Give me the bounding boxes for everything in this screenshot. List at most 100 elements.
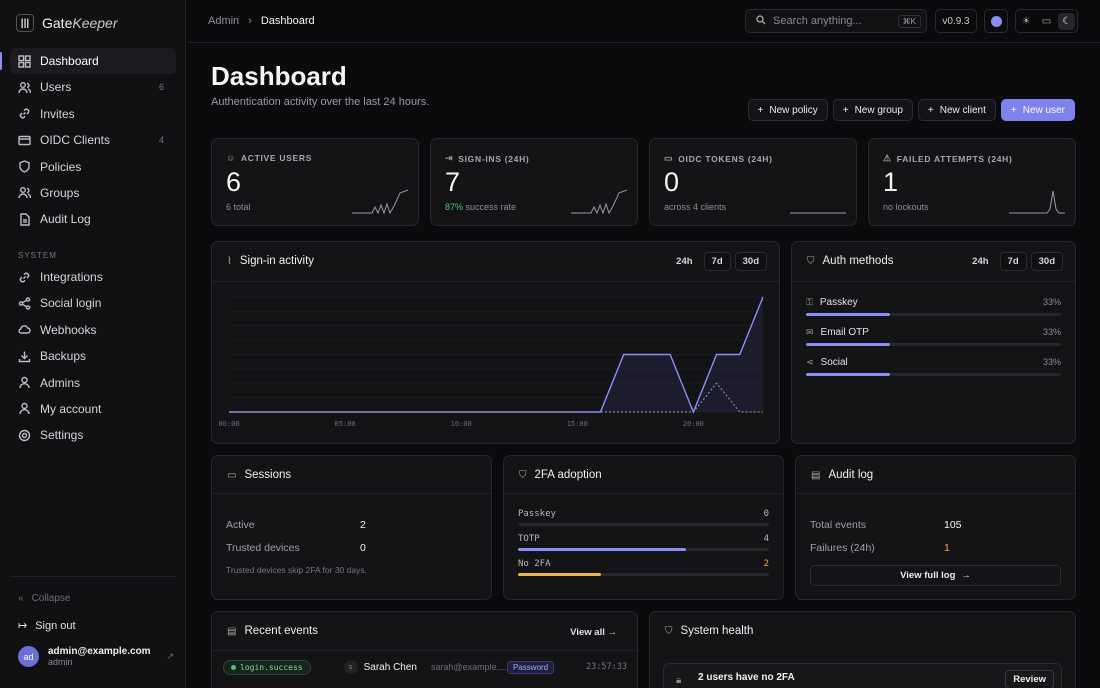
sidebar-item-dashboard[interactable]: Dashboard: [0, 48, 176, 74]
view-full-log-button[interactable]: View full log →: [810, 565, 1061, 586]
view-all-link[interactable]: View all →: [570, 627, 617, 638]
stat-card: ⇥ SIGN-INS (24H) 7 87% success rate: [430, 138, 638, 226]
auth-method-name: ✉ Email OTP: [806, 327, 1061, 338]
sidebar-item-label: My account: [40, 401, 102, 416]
event-type: login.success: [240, 662, 303, 672]
sidebar-item-label: Settings: [40, 428, 84, 443]
users-icon: [18, 186, 31, 199]
stat-value: 1: [883, 167, 899, 197]
signin-activity-card: ⌇ Sign-in activity 24h 7d 30d 00:00 05:00 1…: [211, 241, 780, 444]
activity-title: Sign-in activity: [239, 255, 315, 267]
sidebar-item-label: Integrations: [40, 270, 103, 284]
sign-out-button[interactable]: ↦ Sign out: [18, 619, 76, 633]
sidebar-item-label: Dashboard: [40, 54, 99, 68]
sidebar-item-policies[interactable]: Policies: [10, 154, 176, 180]
shield-icon: ⛉: [807, 255, 815, 267]
sidebar-item-label: Admins: [40, 375, 81, 390]
accent-dot-icon: [990, 15, 1002, 27]
stat-label-text: SIGN-INS (24H): [458, 153, 530, 164]
users-icon: ☺: [226, 153, 236, 163]
stat-sub-label: 6 total: [226, 202, 251, 212]
moon-icon[interactable]: ☾: [1058, 12, 1076, 30]
download-icon: [18, 350, 31, 363]
search-input[interactable]: Search anything... ⌘K: [745, 9, 927, 33]
progress-fill: [518, 573, 601, 576]
new-user-button[interactable]: + New user: [1000, 99, 1075, 121]
total-events-label: Total events: [810, 519, 867, 531]
stat-sub-label: no lockouts: [883, 202, 929, 212]
signin-icon: ⇥: [445, 153, 454, 163]
sidebar-item-count: 6: [158, 82, 164, 93]
table-row[interactable]: login.success s Sarah Chen sarah@example…: [223, 658, 627, 676]
token-icon: ▭: [664, 153, 674, 163]
sidebar-item-groups[interactable]: Groups: [10, 180, 176, 206]
health-alert-text: 2 users have no 2FA: [698, 672, 795, 683]
range-30d[interactable]: 30d: [734, 252, 767, 271]
sidebar-item-users[interactable]: Users 6: [10, 74, 176, 100]
sidebar-item-webhooks[interactable]: Webhooks: [10, 317, 176, 343]
external-link-icon[interactable]: ↗: [166, 651, 174, 661]
share-icon: ⋖: [806, 357, 814, 367]
range-24h[interactable]: 24h: [676, 256, 693, 267]
sidebar-item-integrations[interactable]: Integrations: [10, 264, 176, 290]
range-7d[interactable]: 7d: [703, 252, 731, 271]
new-client-button[interactable]: + New client: [917, 99, 996, 121]
card-header: ⛉ Auth methods 24h 7d 30d: [792, 242, 1075, 282]
warning-icon: ⚠: [883, 153, 892, 163]
collapse-icon: «: [18, 593, 24, 604]
arrow-right-icon: →: [607, 627, 618, 638]
document-icon: ▤: [811, 469, 821, 481]
sidebar-item-invites[interactable]: Invites: [10, 101, 176, 127]
sidebar: ||| GateKeeper Dashboard Users 6 Invites OID…: [0, 0, 186, 688]
active-value: 2: [360, 519, 366, 531]
range-24h[interactable]: 24h: [972, 256, 989, 267]
card-title: ⌇ Sign-in activity: [227, 255, 314, 267]
sidebar-item-oidc-clients[interactable]: OIDC Clients 4: [10, 127, 176, 153]
sign-out-icon: ↦: [18, 620, 28, 632]
range-selector: 24h 7d 30d: [965, 252, 1063, 271]
card-title: ⛉ 2FA adoption: [519, 469, 602, 481]
page-subtitle: Authentication activity over the last 24…: [211, 96, 430, 108]
arrow-right-icon: →: [961, 570, 971, 581]
breadcrumb-root[interactable]: Admin: [208, 15, 240, 27]
auth-method-label: Email OTP: [820, 327, 869, 338]
user-role: admin: [48, 657, 73, 667]
stat-subtext: across 4 clients: [664, 202, 726, 212]
user-menu[interactable]: ad admin@example.com admin ↗: [18, 646, 174, 667]
sidebar-item-admins[interactable]: Admins: [10, 370, 176, 396]
tfa-title: 2FA adoption: [534, 469, 602, 481]
review-button[interactable]: Review: [1005, 670, 1054, 688]
range-30d[interactable]: 30d: [1030, 252, 1063, 271]
new-policy-button[interactable]: + New policy: [747, 99, 828, 121]
card-title: ⛉ System health: [665, 625, 753, 637]
auth-method-name: ⚿ Passkey: [806, 297, 1061, 308]
sparkline-path: [352, 189, 408, 215]
stat-label: ▭ OIDC TOKENS (24H): [664, 153, 773, 164]
version-badge[interactable]: v0.9.3: [935, 9, 977, 33]
sidebar-item-label: Users: [40, 80, 72, 95]
new-group-button[interactable]: + New group: [832, 99, 913, 121]
collapse-button[interactable]: « Collapse: [18, 593, 70, 604]
audit-log-card: ▤ Audit log Total events 105 Failures (24…: [795, 455, 1076, 600]
stat-label-text: FAILED ATTEMPTS (24H): [896, 153, 1013, 164]
document-icon: ▤: [227, 625, 237, 637]
signin-line-chart: 00:00 05:00 10:00 15:00 20:00: [218, 296, 764, 428]
stat-value: 7: [445, 167, 461, 197]
sidebar-item-my-account[interactable]: My account: [10, 396, 176, 422]
dashboard-icon: [18, 54, 31, 68]
auth-method-percent: 33%: [1042, 327, 1061, 337]
stat-label: ⇥ SIGN-INS (24H): [445, 153, 529, 164]
sidebar-item-audit-log[interactable]: Audit Log: [10, 206, 176, 232]
monitor-icon[interactable]: ▭: [1041, 15, 1052, 27]
brand[interactable]: ||| GateKeeper: [16, 14, 118, 32]
stat-card: ⚠ FAILED ATTEMPTS (24H) 1 no lockouts: [868, 138, 1076, 226]
plus-icon: +: [757, 104, 764, 116]
sidebar-item-backups[interactable]: Backups: [10, 343, 176, 369]
accent-color-button[interactable]: [984, 9, 1008, 33]
sidebar-item-social-login[interactable]: Social login: [10, 290, 176, 316]
range-selector: 24h 7d 30d: [669, 252, 767, 271]
range-7d[interactable]: 7d: [999, 252, 1027, 271]
sparkline: [1009, 190, 1065, 214]
sidebar-item-settings[interactable]: Settings: [10, 422, 176, 448]
sun-icon[interactable]: ☀: [1021, 15, 1031, 27]
